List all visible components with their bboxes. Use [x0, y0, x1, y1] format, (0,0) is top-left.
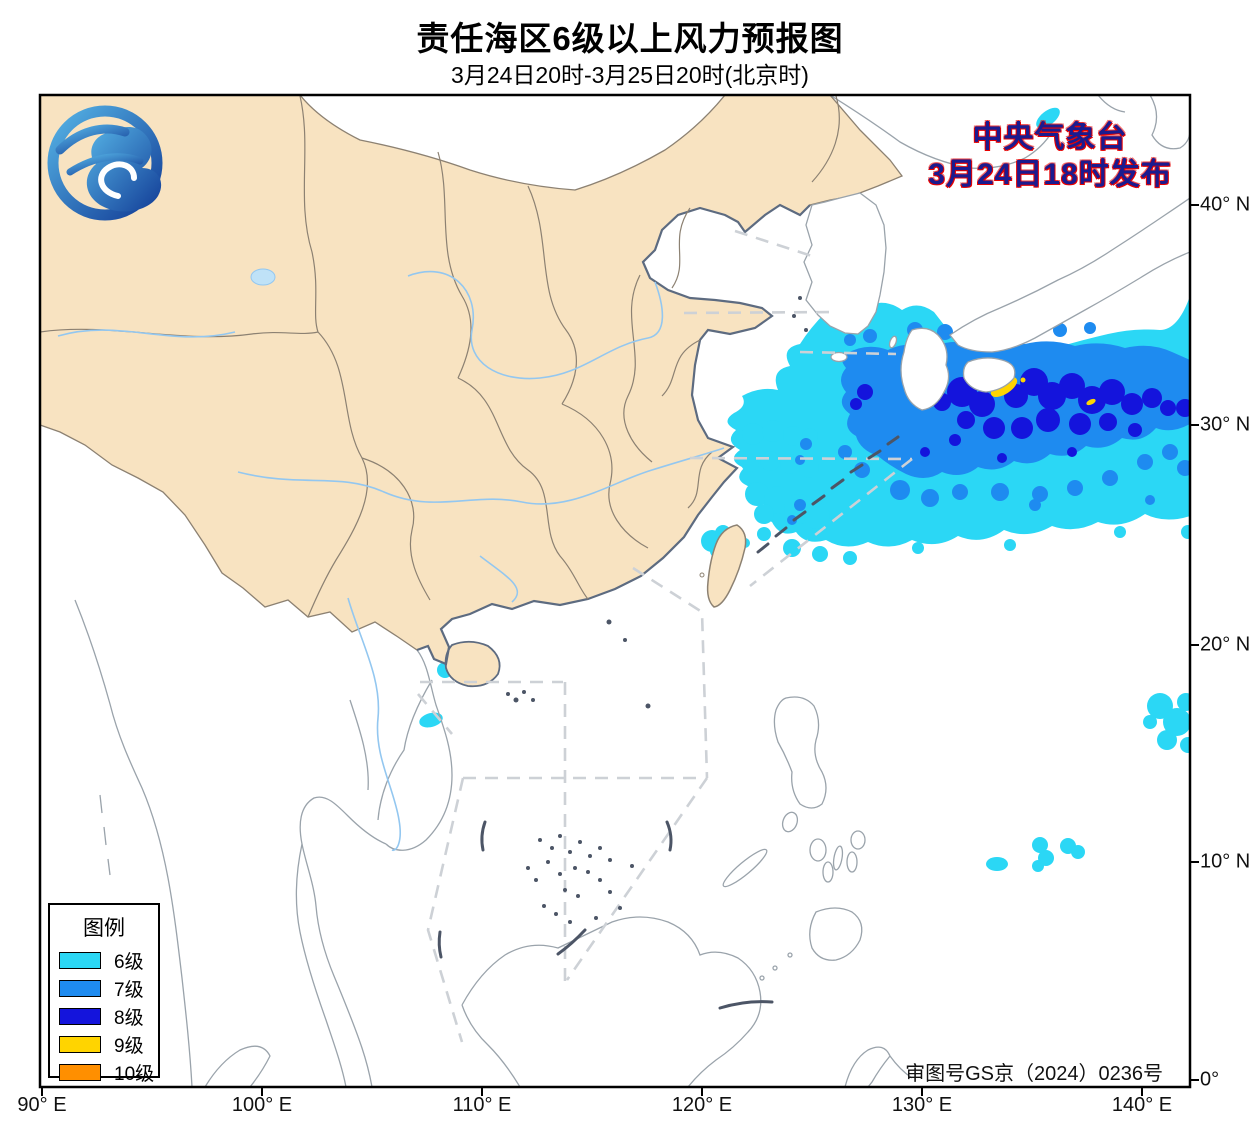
lat-label-10n: 10° N — [1200, 850, 1251, 873]
map-approval-number: 审图号GS京（2024）0236号 — [905, 1063, 1163, 1085]
legend-label-9: 9级 — [114, 1035, 144, 1057]
lat-label-30n: 30° N — [1200, 413, 1251, 436]
wind-area-level8 — [850, 368, 1189, 463]
legend-label-6: 6级 — [114, 951, 144, 973]
legend-item-8: 8级 — [50, 1002, 158, 1030]
legend-title: 图例 — [83, 917, 125, 940]
legend-box: 图例 6级 7级 8级 9级 10级 — [48, 903, 160, 1085]
china-coastline — [416, 203, 811, 666]
lon-label-100e: 100° E — [231, 1094, 293, 1116]
legend-label-8: 8级 — [114, 1007, 144, 1029]
page-subtitle: 3月24日20时-3月25日20时(北京时) — [451, 62, 809, 88]
nmc-dragon-logo — [47, 105, 163, 221]
lon-label-90e: 90° E — [17, 1094, 67, 1116]
legend-item-9: 9级 — [50, 1030, 158, 1058]
issue-time: 3月24日18时发布 — [928, 158, 1172, 191]
legend-swatch-9 — [59, 1035, 101, 1053]
legend-swatch-6 — [59, 951, 101, 969]
lon-label-110e: 110° E — [452, 1094, 512, 1116]
map-frame — [38, 93, 1199, 1096]
page-title: 责任海区6级以上风力预报图 — [416, 20, 844, 57]
legend-label-7: 7级 — [114, 979, 144, 1001]
lat-label-0: 0° — [1200, 1068, 1220, 1091]
lon-label-130e: 130° E — [891, 1094, 953, 1116]
rivers — [57, 270, 725, 852]
issuer-name: 中央气象台 — [972, 121, 1128, 154]
lat-label-20n: 20° N — [1200, 633, 1251, 656]
lat-label-40n: 40° N — [1200, 193, 1251, 216]
foreign-landmass — [74, 96, 1189, 1086]
legend-swatch-8 — [59, 1007, 101, 1025]
legend-swatch-10 — [59, 1063, 101, 1081]
issuer-stamp: 中央气象台 3月24日18时发布 — [915, 119, 1185, 193]
lon-label-140e: 140° E — [1111, 1094, 1173, 1116]
legend-swatch-7 — [59, 979, 101, 997]
legend-label-10: 10级 — [114, 1063, 155, 1085]
legend-item-6: 6级 — [50, 946, 158, 974]
sea-area-boundaries — [417, 229, 913, 1043]
reef-slivers — [437, 435, 900, 1010]
legend-item-10: 10级 — [50, 1058, 158, 1086]
lon-label-120e: 120° E — [671, 1094, 733, 1116]
island-marks — [506, 296, 808, 924]
legend-item-7: 7级 — [50, 974, 158, 1002]
